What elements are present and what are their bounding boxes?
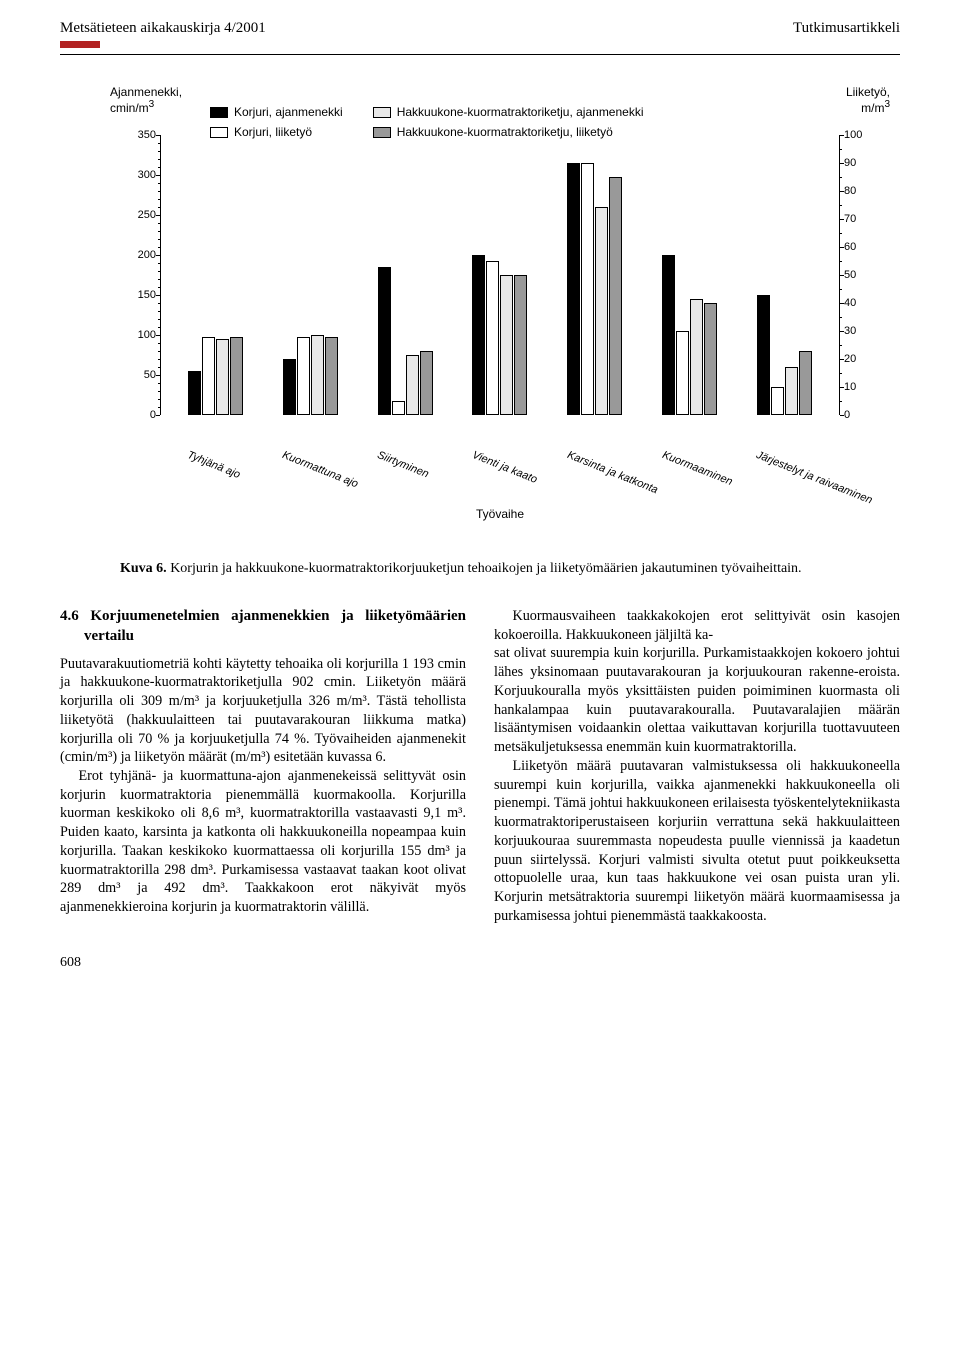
caption-tag: Kuva 6. — [120, 561, 167, 576]
bars-container — [168, 135, 832, 415]
bar — [216, 339, 229, 415]
y-right-tick: 60 — [844, 241, 866, 253]
chart-area: Ajanmenekki, cmin/m3 Liiketyö, m/m3 Korj… — [120, 85, 880, 445]
legend-item: Korjuri, ajanmenekki — [210, 105, 343, 119]
category-group — [378, 135, 433, 415]
y-axis-left — [160, 135, 161, 415]
body-para: Kuormausvaiheen taakkakokojen erot selit… — [494, 607, 900, 644]
bar — [420, 351, 433, 415]
bar — [283, 359, 296, 415]
x-tick-label: Vienti ja kaato — [470, 449, 521, 479]
body-para: Erot tyhjänä- ja kuormattuna-ajon ajanme… — [60, 767, 466, 917]
body-columns: 4.6 Korjuumenetelmien ajanmenekkien ja l… — [60, 607, 900, 925]
bar — [704, 303, 717, 415]
x-axis-title: Työvaihe — [120, 507, 880, 521]
y-left-label: Ajanmenekki, cmin/m3 — [110, 85, 182, 116]
bar — [799, 351, 812, 415]
legend-item: Hakkuukone-kuormatraktoriketju, ajanmene… — [373, 105, 644, 119]
body-para: Liiketyön määrä puutavaran valmistuksess… — [494, 757, 900, 926]
category-group — [283, 135, 338, 415]
y-right-tick: 20 — [844, 353, 866, 365]
bar — [378, 267, 391, 415]
bar — [188, 371, 201, 415]
x-tick-label: Karsinta ja katkonta — [565, 449, 616, 479]
bar — [202, 337, 215, 415]
caption-text: Korjurin ja hakkuukone-kuormatraktorikor… — [167, 561, 802, 576]
y-right-tick: 40 — [844, 297, 866, 309]
y-left-tick: 200 — [130, 249, 156, 261]
y-right-tick: 100 — [844, 129, 866, 141]
bar — [500, 275, 513, 415]
category-group — [757, 135, 812, 415]
y-left-tick: 150 — [130, 289, 156, 301]
x-tick-label: Tyhjänä ajo — [186, 449, 237, 479]
y-left-tick: 50 — [130, 369, 156, 381]
y-right-tick: 80 — [844, 185, 866, 197]
swatch-light-icon — [373, 107, 391, 118]
bar — [581, 163, 594, 415]
y-right-tick: 0 — [844, 409, 866, 421]
y-right-tick: 30 — [844, 325, 866, 337]
y-right-tick: 50 — [844, 269, 866, 281]
x-labels: Tyhjänä ajoKuormattuna ajoSiirtyminenVie… — [168, 441, 832, 453]
red-accent-bar — [60, 41, 100, 48]
category-group — [662, 135, 717, 415]
x-tick-label: Siirtyminen — [376, 449, 427, 479]
section-heading: 4.6 Korjuumenetelmien ajanmenekkien ja l… — [60, 607, 466, 647]
y-right-tick: 90 — [844, 157, 866, 169]
y-left-tick: 300 — [130, 169, 156, 181]
category-group — [567, 135, 622, 415]
category-group — [188, 135, 243, 415]
y-right-tick: 10 — [844, 381, 866, 393]
chart-legend: Korjuri, ajanmenekki Korjuri, liiketyö H… — [210, 105, 644, 139]
x-tick-label: Kuormaaminen — [660, 449, 711, 479]
body-para: Puutavarakuutiometriä kohti käytetty teh… — [60, 655, 466, 767]
bar — [472, 255, 485, 415]
bar — [567, 163, 580, 415]
bar — [297, 337, 310, 415]
bar — [392, 401, 405, 415]
category-group — [472, 135, 527, 415]
x-tick-label: Kuormattuna ajo — [281, 449, 332, 479]
bar — [595, 207, 608, 415]
y-left-tick: 0 — [130, 409, 156, 421]
bar — [690, 299, 703, 415]
figure-caption: Kuva 6. Korjurin ja hakkuukone-kuormatra… — [120, 561, 900, 577]
article-type: Tutkimusartikkeli — [793, 20, 900, 48]
y-right-tick: 70 — [844, 213, 866, 225]
bar — [311, 335, 324, 415]
y-left-tick: 100 — [130, 329, 156, 341]
bar — [785, 367, 798, 415]
swatch-black-icon — [210, 107, 228, 118]
bar — [486, 261, 499, 415]
bar — [662, 255, 675, 415]
bar — [676, 331, 689, 415]
journal-title: Metsätieteen aikakauskirja 4/2001 — [60, 20, 266, 36]
bar — [609, 177, 622, 415]
y-right-label: Liiketyö, m/m3 — [846, 85, 890, 116]
body-para: sat olivat suurempia kuin korjurilla. Pu… — [494, 644, 900, 756]
bar — [771, 387, 784, 415]
bar — [325, 337, 338, 415]
figure-6: Ajanmenekki, cmin/m3 Liiketyö, m/m3 Korj… — [120, 85, 880, 521]
x-tick-label: Järjestelyt ja raivaaminen — [755, 449, 806, 479]
bar — [406, 355, 419, 415]
bar — [757, 295, 770, 415]
bar — [230, 337, 243, 415]
running-header: Metsätieteen aikakauskirja 4/2001 Tutkim… — [60, 20, 900, 55]
plot-region: 0501001502002503003500102030405060708090… — [160, 135, 840, 415]
page-number: 608 — [60, 955, 900, 971]
y-left-tick: 250 — [130, 209, 156, 221]
bar — [514, 275, 527, 415]
y-left-tick: 350 — [130, 129, 156, 141]
